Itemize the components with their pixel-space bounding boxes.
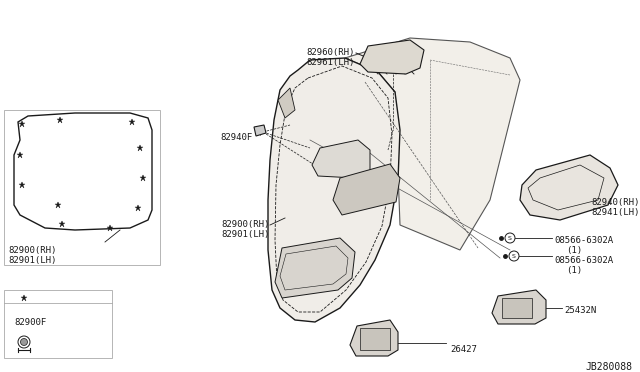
Text: 82901(LH): 82901(LH) xyxy=(221,230,270,239)
FancyBboxPatch shape xyxy=(4,110,160,265)
Polygon shape xyxy=(14,113,152,230)
Polygon shape xyxy=(312,140,370,178)
Bar xyxy=(502,298,532,318)
Polygon shape xyxy=(333,164,400,215)
Text: 82960(RH): 82960(RH) xyxy=(307,48,355,57)
Text: 82900(RH): 82900(RH) xyxy=(8,246,56,255)
Text: JB280088: JB280088 xyxy=(585,362,632,372)
Text: 08566-6302A: 08566-6302A xyxy=(554,256,613,265)
Text: (1): (1) xyxy=(566,266,582,275)
Text: 08566-6302A: 08566-6302A xyxy=(554,236,613,245)
Text: 82941(LH): 82941(LH) xyxy=(591,208,640,217)
Bar xyxy=(360,328,390,350)
Circle shape xyxy=(20,339,28,346)
Polygon shape xyxy=(520,155,618,220)
Text: S: S xyxy=(512,253,516,259)
Polygon shape xyxy=(345,38,520,250)
Text: 82900(RH): 82900(RH) xyxy=(221,220,270,229)
Circle shape xyxy=(505,233,515,243)
Polygon shape xyxy=(275,238,355,298)
Polygon shape xyxy=(268,58,400,322)
Text: 82940F: 82940F xyxy=(221,133,253,142)
Text: (1): (1) xyxy=(566,246,582,255)
Circle shape xyxy=(18,336,30,348)
Circle shape xyxy=(509,251,519,261)
Text: 82961(LH): 82961(LH) xyxy=(307,58,355,67)
Text: 25432N: 25432N xyxy=(564,306,596,315)
Text: 82940(RH): 82940(RH) xyxy=(591,198,640,207)
Polygon shape xyxy=(254,125,266,136)
Text: 82900F: 82900F xyxy=(14,318,46,327)
Text: S: S xyxy=(508,235,512,241)
Text: 82901(LH): 82901(LH) xyxy=(8,256,56,265)
Polygon shape xyxy=(360,40,424,74)
Polygon shape xyxy=(350,320,398,356)
Polygon shape xyxy=(492,290,546,324)
Polygon shape xyxy=(278,88,295,118)
Text: 26427: 26427 xyxy=(450,345,477,354)
FancyBboxPatch shape xyxy=(4,290,112,358)
